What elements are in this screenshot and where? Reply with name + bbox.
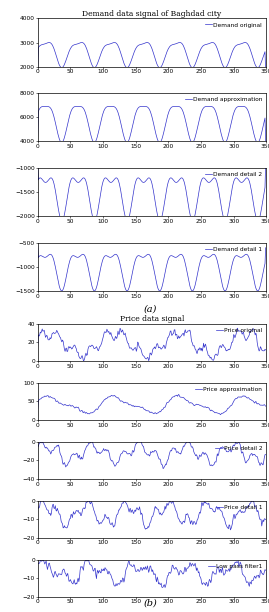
Legend: Demand detail 1: Demand detail 1 (204, 246, 263, 253)
Legend: Demand detail 2: Demand detail 2 (204, 171, 263, 178)
Legend: Low pass filter1: Low pass filter1 (207, 563, 263, 570)
Title: Demand data signal of Baghdad city: Demand data signal of Baghdad city (82, 10, 222, 18)
Legend: Price original: Price original (215, 327, 263, 334)
Text: (a): (a) (144, 305, 157, 314)
Legend: Demand original: Demand original (204, 21, 263, 29)
Legend: Price detail 1: Price detail 1 (214, 504, 263, 511)
Legend: Price approximation: Price approximation (194, 386, 263, 394)
Text: (b): (b) (144, 598, 158, 607)
Legend: Price detail 2: Price detail 2 (214, 445, 263, 452)
Legend: Demand approximation: Demand approximation (183, 96, 263, 103)
Title: Price data signal: Price data signal (120, 315, 184, 323)
